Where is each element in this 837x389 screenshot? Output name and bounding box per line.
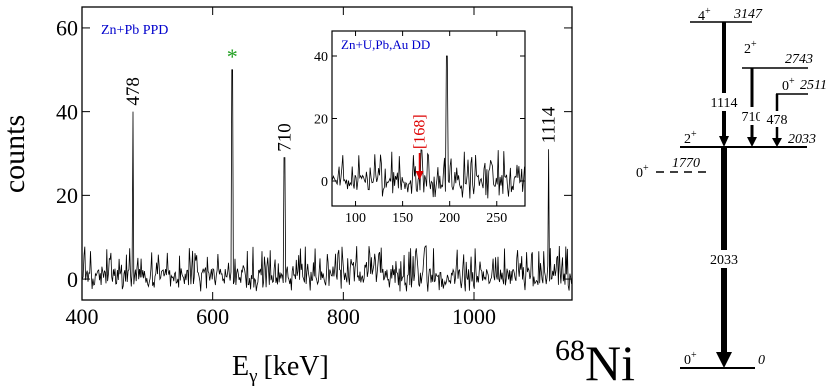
x-tick-label: 800 [327,304,360,329]
y-axis-label: counts [0,115,31,193]
contaminant-star-label: * [227,44,238,69]
main-spectrum-trace [81,69,572,292]
transition-1114-label-bg [704,93,744,111]
main-plot-frame [81,6,573,301]
y-tick-label: 20 [314,112,328,127]
y-tick-label: 40 [314,50,328,65]
inset-reaction-label: Zn+U,Pb,Au DD [341,37,430,52]
nucleus-label: 68Ni [555,334,635,389]
level-scheme: 1114 710 478 2033 4+ 2+ 0+ 2+ 0+ 0+ 3147… [555,6,827,389]
y-tick-label: 60 [56,16,78,41]
transition-1114-arrowhead [719,136,729,147]
inset-marker-arrowhead [415,171,424,180]
transition-2033-arrowhead [716,352,732,368]
inset-spectrum-trace [332,55,525,199]
transition-478-label-bg [760,111,794,127]
peak-label-1114: 1114 [538,106,559,143]
level-2511-energy: 2511 [800,78,827,93]
x-tick-label: 1000 [452,304,496,329]
level-1770-spin: 0+ [636,163,649,181]
level-1770-energy: 1770 [672,156,700,171]
inset-168-marker: [168] [412,114,429,180]
level-0-energy: 0 [758,353,765,368]
transition-2033-label: 2033 [710,253,738,268]
transition-2033-label-bg [702,250,746,268]
x-tick-label: 100 [345,211,366,226]
inset-spectrum-panel: 100 150 200 250 0 20 40 Zn+U,Pb,Au DD [168] [314,30,526,226]
y-tick-label: 20 [56,183,78,208]
main-peak-labels: 478 * 710 1114 [123,44,560,152]
x-tick-label: 600 [196,304,229,329]
x-tick-label: 250 [486,211,507,226]
level-2511-spin: 0+ [782,76,795,94]
main-reaction-label: Zn+Pb PPD [101,23,168,38]
x-axis-label: Eγ [keV] [232,351,329,387]
transition-478-label: 478 [767,113,788,128]
transition-478-arrowhead [772,138,782,147]
level-2743-spin: 2+ [744,39,757,57]
transition-1114-label: 1114 [711,96,738,111]
inset-axis-ticks: 100 150 200 250 0 20 40 [314,31,525,226]
transition-710-label: 710 [742,110,763,125]
y-tick-label: 0 [67,267,78,292]
level-0-spin: 0+ [684,350,697,368]
level-2033-energy: 2033 [788,132,816,147]
level-3147-energy: 3147 [733,7,763,22]
level-2033-spin: 2+ [684,129,697,147]
x-tick-label: 400 [66,304,99,329]
inset-marker-label: [168] [412,114,429,149]
level-2743-energy: 2743 [785,52,813,67]
x-tick-label: 150 [392,211,413,226]
transition-710-arrowhead [747,137,757,147]
y-tick-label: 40 [56,99,78,124]
level-3147-spin: 4+ [698,6,711,24]
peak-label-710: 710 [275,123,296,152]
peak-label-478: 478 [123,77,144,106]
x-tick-label: 200 [439,211,460,226]
y-tick-label: 0 [321,175,328,190]
